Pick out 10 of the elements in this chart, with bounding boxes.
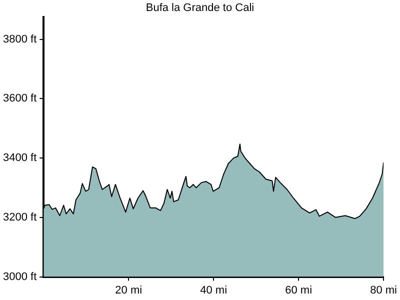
x-tick-label: 40 mi (200, 284, 228, 296)
y-tick-label: 3000 ft (3, 270, 37, 283)
y-tick-label: 3200 ft (3, 211, 37, 224)
x-tick-label: 20 mi (115, 284, 142, 296)
x-tick-label: 60 mi (285, 284, 312, 296)
chart-title: Bufa la Grande to Cali (144, 2, 256, 14)
y-tick-label: 3800 ft (3, 33, 37, 46)
y-tick-label: 3600 ft (3, 92, 37, 105)
y-tick-label: 3400 ft (3, 152, 37, 164)
x-tick-label: 80 mi (370, 284, 398, 296)
